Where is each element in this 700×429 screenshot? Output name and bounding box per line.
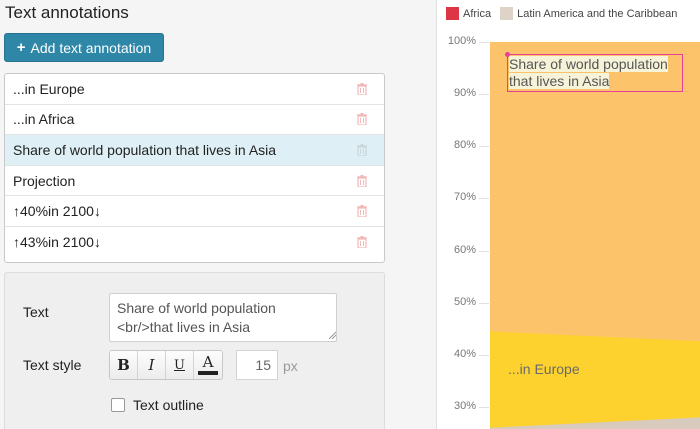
add-button-label: Add text annotation [30,39,152,56]
annotation-editor: Text Share of world population <br/>that… [4,272,385,429]
trash-icon[interactable] [357,113,367,126]
annotation-list: ...in Europe ...in Africa Share of world… [4,73,385,263]
annotation-text-input[interactable]: Share of world population <br/>that live… [109,293,337,342]
chart-annotation-asia[interactable]: Share of world population that lives in … [505,52,683,92]
text-outline-label: Text outline [133,397,204,413]
legend-label: Africa [463,7,492,20]
bold-button[interactable]: B [110,351,138,379]
y-tick-label: 60% [453,243,476,256]
panel-title: Text annotations [5,3,129,22]
area-series-asia [490,42,700,429]
resize-grip-icon[interactable] [328,331,336,339]
area-chart [490,42,700,429]
trash-icon[interactable] [357,143,367,156]
annotation-handle[interactable] [505,52,510,57]
text-color-button[interactable]: A [194,351,222,379]
annotation-item[interactable]: Projection [5,166,384,197]
annotations-panel: Text annotations + Add text annotation .… [4,0,437,429]
underline-button[interactable]: U [166,351,194,379]
y-tick-line [479,354,489,356]
y-tick-label: 70% [453,191,476,204]
y-tick-line [479,198,489,200]
y-tick-line [479,406,489,408]
font-color-icon: A [202,353,214,371]
y-tick-line [479,250,489,252]
y-tick-label: 40% [453,347,476,360]
font-size-input[interactable]: 15 [236,350,278,380]
text-outline-checkbox[interactable] [111,398,125,412]
text-style-toolbar: B I U A [109,350,223,380]
annotation-label: ...in Europe [13,80,85,97]
y-tick-label: 30% [453,399,476,412]
trash-icon[interactable] [357,82,367,95]
color-swatch [198,371,218,375]
area-series-europe [490,331,700,429]
chart-preview: Africa Latin America and the Caribbean 1… [438,0,700,429]
y-tick-label: 90% [453,87,476,100]
trash-icon[interactable] [357,236,367,249]
y-tick-label: 80% [453,139,476,152]
legend-label: Latin America and the Caribbean [517,7,678,20]
trash-icon[interactable] [357,174,367,187]
text-style-label: Text style [23,357,82,373]
annotation-line-1: Share of world population [509,56,668,72]
legend-swatch [446,7,459,20]
annotation-item[interactable]: ↑40%in 2100↓ [5,196,384,227]
add-text-annotation-button[interactable]: + Add text annotation [4,33,164,62]
annotation-label: Share of world population that lives in … [13,141,277,158]
italic-button[interactable]: I [138,351,166,379]
text-field-label: Text [23,304,49,320]
annotation-line-2: that lives in Asia [509,73,610,89]
y-tick-line [479,146,489,148]
annotation-label: ↑43%in 2100↓ [13,234,101,251]
font-size-unit: px [283,358,298,374]
y-tick-label: 100% [447,35,476,47]
trash-icon[interactable] [357,205,367,218]
y-tick-line [479,94,489,96]
annotation-label: ...in Africa [13,111,75,128]
y-tick-line [479,302,489,304]
annotation-item-selected[interactable]: Share of world population that lives in … [5,135,384,166]
chart-legend: Africa Latin America and the Caribbean [446,7,686,20]
annotation-item[interactable]: ↑43%in 2100↓ [5,227,384,258]
legend-item-latin-america[interactable]: Latin America and the Caribbean [500,7,677,20]
legend-swatch [500,7,514,20]
legend-item-africa[interactable]: Africa [446,7,491,20]
area-series-latin-america [490,417,700,429]
annotation-item[interactable]: ...in Africa [5,105,384,136]
chart-annotation-europe[interactable]: ...in Europe [508,361,580,377]
annotation-label: ↑40%in 2100↓ [13,203,101,220]
plus-icon: + [16,39,26,56]
annotation-item[interactable]: ...in Europe [5,74,384,105]
annotation-label: Projection [13,172,76,189]
y-tick-label: 50% [453,295,476,308]
y-tick-line [479,42,489,43]
